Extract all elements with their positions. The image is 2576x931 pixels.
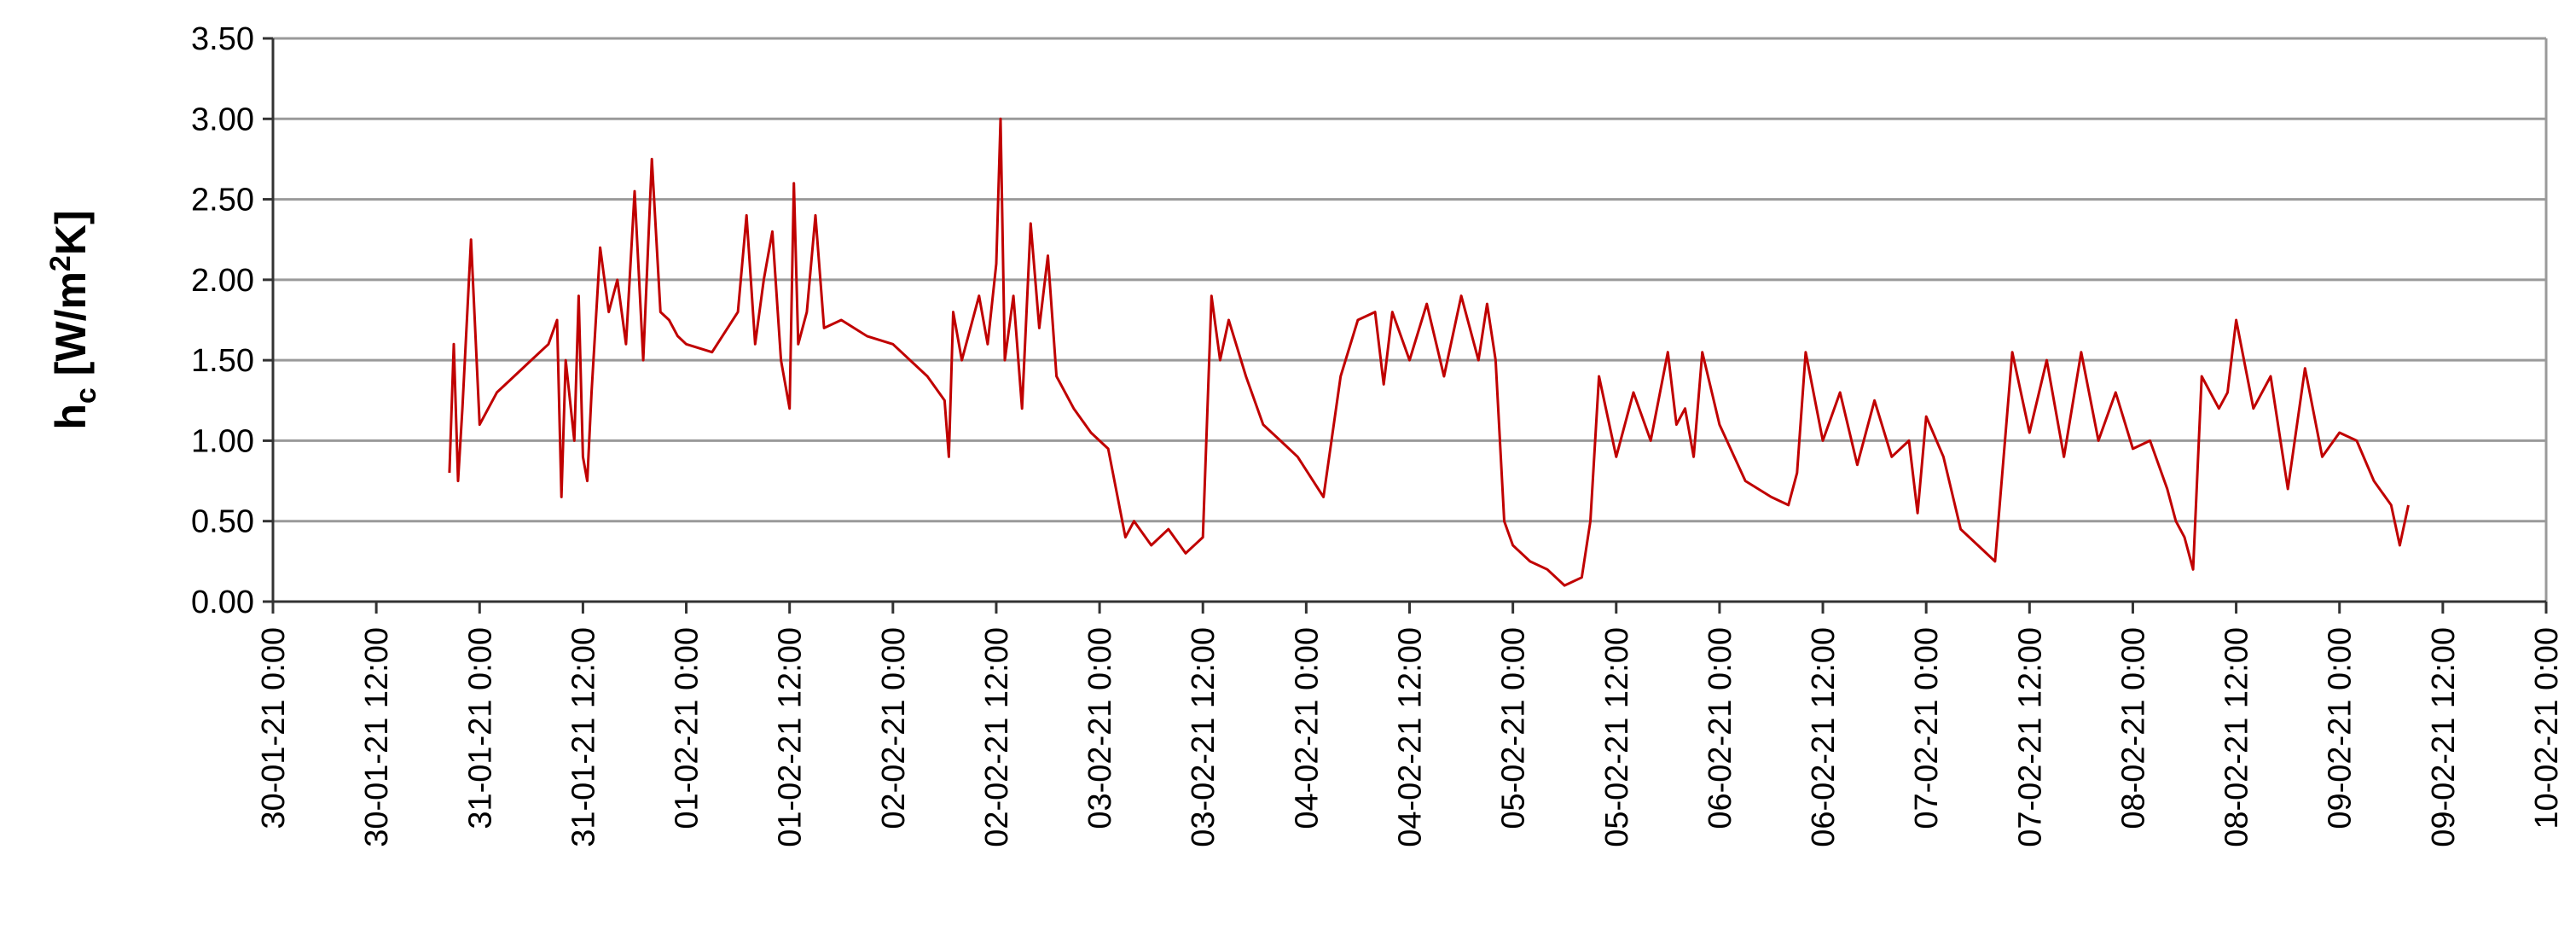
- x-tick-label: 09-02-21 0:00: [2323, 627, 2358, 829]
- x-tick-label: 04-02-21 0:00: [1289, 627, 1325, 829]
- x-tick-label: 07-02-21 0:00: [1909, 627, 1945, 829]
- x-tick-label: 05-02-21 0:00: [1496, 627, 1532, 829]
- series-group: [448, 117, 2410, 587]
- x-tick-label: 03-02-21 12:00: [1186, 627, 1221, 847]
- x-tick-label: 06-02-21 12:00: [1806, 627, 1842, 847]
- y-axis-label: hc [W/m2K]: [44, 210, 102, 429]
- x-tick-label: 31-01-21 12:00: [566, 627, 601, 847]
- x-tick-label: 30-01-21 0:00: [256, 627, 292, 829]
- x-tick-label: 08-02-21 0:00: [2115, 627, 2151, 829]
- gridlines: [273, 37, 2546, 523]
- x-tick-label: 01-02-21 12:00: [773, 627, 809, 847]
- y-tick-label: 1.00: [191, 423, 254, 459]
- x-tick-label: 07-02-21 12:00: [2012, 627, 2048, 847]
- x-tick-label: 04-02-21 12:00: [1393, 627, 1429, 847]
- x-tick-label: 30-01-21 12:00: [359, 627, 395, 847]
- x-tick-label: 08-02-21 12:00: [2219, 627, 2255, 847]
- y-axis-label-unit-suffix: K]: [47, 210, 95, 255]
- x-tick-label: 05-02-21 12:00: [1599, 627, 1635, 847]
- y-tick-label: 2.00: [191, 263, 254, 299]
- x-tick-label: 31-01-21 0:00: [462, 627, 498, 829]
- y-axis-label-sup: 2: [44, 255, 77, 271]
- y-tick-label: 2.50: [191, 183, 254, 218]
- y-tick-label: 3.00: [191, 102, 254, 137]
- x-tick-label: 02-02-21 12:00: [979, 627, 1015, 847]
- y-tick-label: 3.50: [191, 21, 254, 57]
- x-tick-label: 02-02-21 0:00: [876, 627, 912, 829]
- y-axis-label-unit-prefix: [W/m: [47, 271, 95, 387]
- y-tick-label: 1.50: [191, 343, 254, 379]
- x-tick-label: 10-02-21 0:00: [2529, 627, 2565, 829]
- x-tick-label: 03-02-21 0:00: [1082, 627, 1118, 829]
- series-line-0: [448, 117, 2410, 587]
- x-tick-label: 09-02-21 12:00: [2426, 627, 2462, 847]
- y-axis-label-main: h: [47, 404, 95, 430]
- y-axis-label-sub: c: [70, 387, 102, 404]
- x-tick-label: 06-02-21 0:00: [1703, 627, 1738, 829]
- y-tick-labels: 0.00 0.50 1.00 1.50 2.00 2.50 3.00 3.50: [191, 21, 254, 620]
- y-tick-label: 0.50: [191, 504, 254, 540]
- axes: [263, 37, 2548, 614]
- x-tick-labels: 30-01-21 0:00 30-01-21 12:00 31-01-21 0:00…: [256, 627, 2565, 847]
- y-tick-label: 0.00: [191, 585, 254, 620]
- x-tick-label: 01-02-21 0:00: [670, 627, 705, 829]
